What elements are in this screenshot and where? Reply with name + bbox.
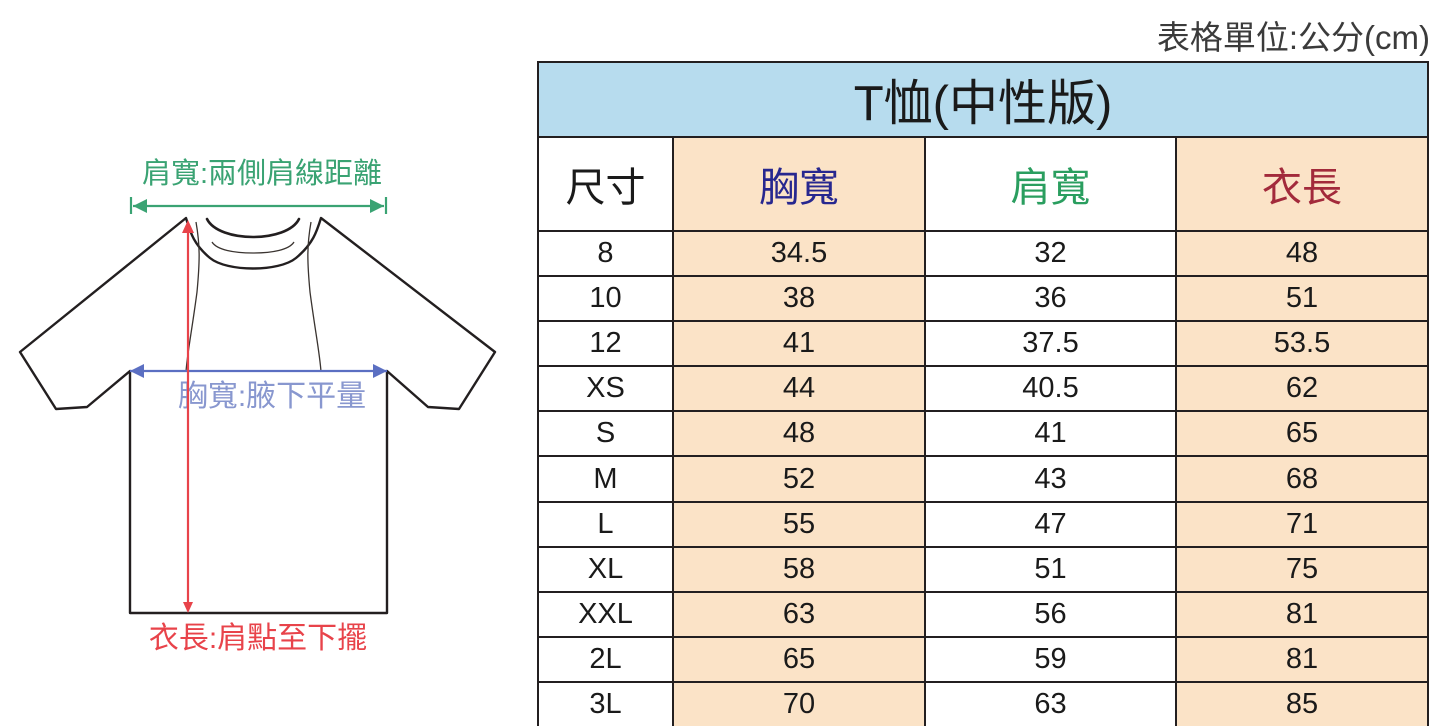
svg-text:胸寬:腋下平量: 胸寬:腋下平量 bbox=[178, 380, 366, 413]
svg-text:肩寬:兩側肩線距離: 肩寬:兩側肩線距離 bbox=[142, 157, 382, 190]
svg-text:衣長:肩點至下擺: 衣長:肩點至下擺 bbox=[149, 622, 367, 655]
